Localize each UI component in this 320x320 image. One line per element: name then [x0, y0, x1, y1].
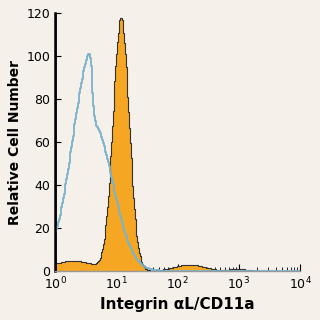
Y-axis label: Relative Cell Number: Relative Cell Number [8, 60, 22, 225]
X-axis label: Integrin αL/CD11a: Integrin αL/CD11a [100, 297, 255, 312]
